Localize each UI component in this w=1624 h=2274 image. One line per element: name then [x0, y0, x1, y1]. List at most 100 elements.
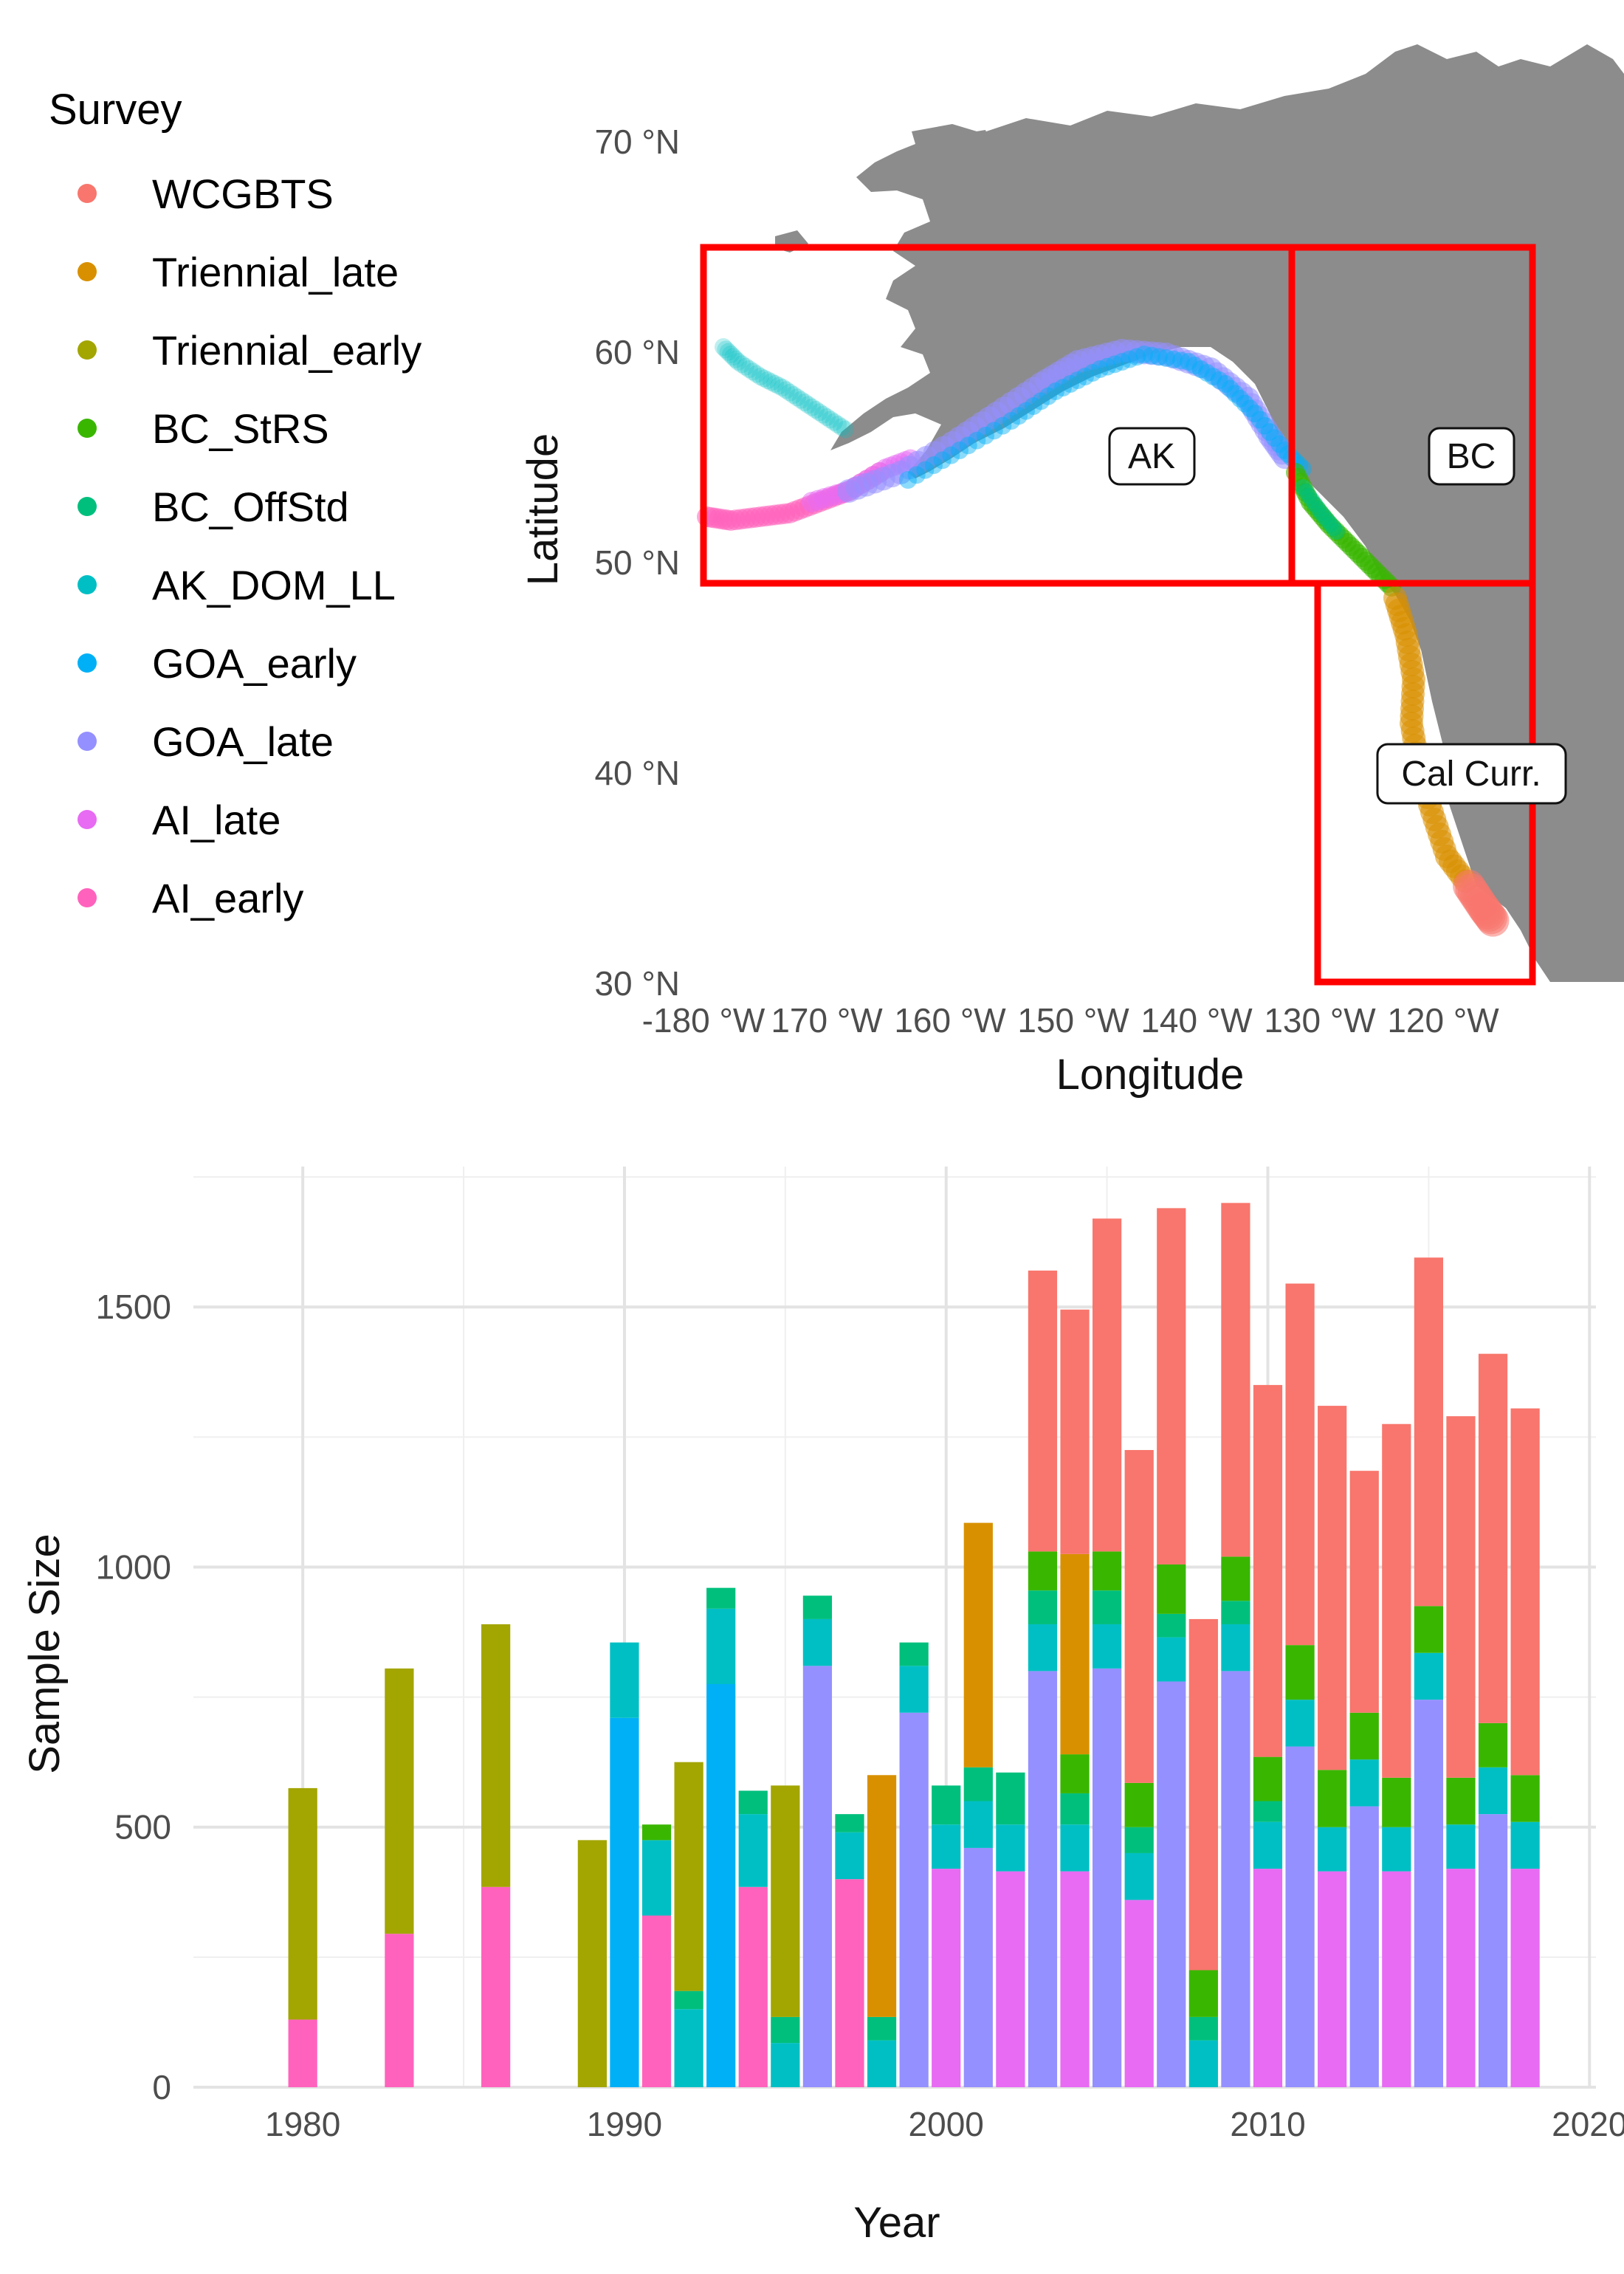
survey-point — [1150, 348, 1168, 366]
bar-segment-bc-offstd — [1060, 1793, 1090, 1825]
bar-segment-bc-offstd — [1221, 1601, 1250, 1624]
legend-key-dot — [78, 340, 97, 360]
bar-segment-ai-late — [1253, 1869, 1283, 2087]
map-y-axis-title: Latitude — [519, 433, 567, 585]
bar-segment-bc-strs — [1285, 1645, 1315, 1700]
survey-point — [1246, 405, 1264, 422]
bar-segment-triennial-early — [674, 1762, 703, 1991]
bar-segment-wcgbts — [1028, 1270, 1058, 1552]
survey-point — [1270, 435, 1289, 453]
survey-point — [755, 369, 773, 388]
bar-segment-bc-offstd — [738, 1790, 768, 1815]
survey-point — [1039, 387, 1057, 405]
bar-segment-wcgbts — [1253, 1384, 1283, 1757]
bar-segment-goa-late — [1285, 1746, 1315, 2087]
bar-segment-bc-strs — [1028, 1551, 1058, 1591]
legend-item: BC_StRS — [78, 405, 329, 452]
bar-segment-wcgbts — [1285, 1283, 1315, 1646]
bar-x-axis-title: Year — [853, 2199, 940, 2247]
bar-segment-bc-offstd — [771, 2016, 800, 2044]
bar-segment-goa-late — [1349, 1806, 1379, 2087]
map-y-tick: 30 °N — [594, 964, 680, 1003]
survey-point — [814, 405, 832, 424]
bar-segment-ak-dom-ll — [932, 1824, 961, 1869]
survey-point — [1186, 357, 1204, 374]
bar-segment-goa-late — [1093, 1668, 1122, 2087]
survey-point — [1231, 390, 1249, 408]
bar-segment-bc-offstd — [1188, 2016, 1218, 2041]
bar-segment-bc-strs — [1221, 1556, 1250, 1601]
survey-point — [792, 391, 810, 409]
survey-point — [1476, 904, 1510, 937]
legend-key-dot — [78, 575, 97, 594]
region-label-cal-curr-text: Cal Curr. — [1401, 755, 1541, 794]
legend-key-dot — [78, 184, 97, 203]
survey-point — [1121, 350, 1138, 368]
legend-key-dot — [78, 732, 97, 751]
legend-label: AI_early — [152, 875, 303, 921]
bar-segment-ak-dom-ll — [802, 1618, 833, 1666]
bar-segment-ai-early — [481, 1886, 511, 2087]
survey-point — [1204, 368, 1222, 385]
legend-key-dot — [78, 888, 97, 907]
legend-label: AI_late — [152, 797, 281, 843]
bar-segment-ak-dom-ll — [835, 1832, 864, 1880]
survey-point — [836, 420, 854, 439]
bar-segment-ak-dom-ll — [1157, 1637, 1186, 1682]
bar-segment-goa-late — [899, 1712, 929, 2087]
bar-series — [288, 1203, 1540, 2087]
survey-point — [740, 360, 758, 378]
bar-segment-bc-offstd — [1028, 1590, 1058, 1624]
survey-point — [968, 431, 986, 450]
survey-point — [726, 350, 745, 368]
survey-point — [1328, 523, 1345, 540]
bar-segment-ak-dom-ll — [1093, 1624, 1122, 1669]
survey-point — [1241, 399, 1259, 418]
bar-segment-ak-dom-ll — [996, 1824, 1025, 1872]
bar-segment-bc-strs — [1188, 1970, 1218, 2017]
bar-segment-wcgbts — [1221, 1203, 1250, 1557]
legend-label: BC_StRS — [152, 405, 329, 452]
bar-segment-goa-late — [1414, 1700, 1444, 2087]
legend-key-dot — [78, 653, 97, 673]
survey-point — [766, 375, 784, 393]
survey-point — [803, 398, 821, 416]
bar-segment-wcgbts — [1060, 1309, 1090, 1554]
bar-x-tick: 2010 — [1230, 2105, 1305, 2143]
map-y-tick: 50 °N — [594, 543, 680, 582]
bar-segment-bc-strs — [1510, 1775, 1540, 1822]
survey-point — [1210, 371, 1228, 389]
bar-x-tick: 2020 — [1552, 2105, 1624, 2143]
bar-segment-bc-strs — [1060, 1754, 1090, 1793]
map-y-tick: 60 °N — [594, 333, 680, 371]
bar-segment-goa-late — [1157, 1681, 1186, 2087]
bar-y-ticks: 0 500 1000 1500 — [96, 1288, 171, 2106]
region-label-cal-curr: Cal Curr. — [1376, 743, 1567, 805]
survey-point — [1032, 392, 1050, 411]
map-x-tick: 120 °W — [1387, 1001, 1499, 1040]
bar-segment-wcgbts — [1124, 1449, 1154, 1783]
survey-point — [1047, 382, 1064, 400]
survey-point — [1010, 407, 1028, 425]
bar-segment-ak-dom-ll — [674, 2009, 703, 2087]
survey-point — [1180, 353, 1197, 371]
bar-segment-bc-strs — [1318, 1770, 1347, 1827]
bar-segment-ai-early — [385, 1934, 414, 2087]
survey-point — [785, 386, 802, 404]
bc-offstd-track — [1295, 479, 1345, 540]
legend-item: GOA_early — [78, 640, 357, 687]
survey-point — [1062, 375, 1079, 393]
bar-segment-ak-dom-ll — [1253, 1821, 1283, 1869]
bar-segment-bc-offstd — [674, 1990, 703, 2010]
bar-segment-ak-dom-ll — [899, 1666, 929, 1713]
bar-segment-triennial-late — [963, 1522, 993, 1768]
survey-point — [818, 408, 836, 426]
survey-point — [737, 357, 754, 376]
legend-item: WCGBTS — [78, 171, 334, 217]
bar-segment-goa-late — [963, 1847, 993, 2087]
bar-segment-bc-offstd — [835, 1814, 864, 1832]
bar-segment-ai-late — [932, 1869, 961, 2087]
survey-point — [977, 427, 994, 444]
survey-point — [733, 355, 751, 374]
survey-locations — [697, 338, 1510, 937]
